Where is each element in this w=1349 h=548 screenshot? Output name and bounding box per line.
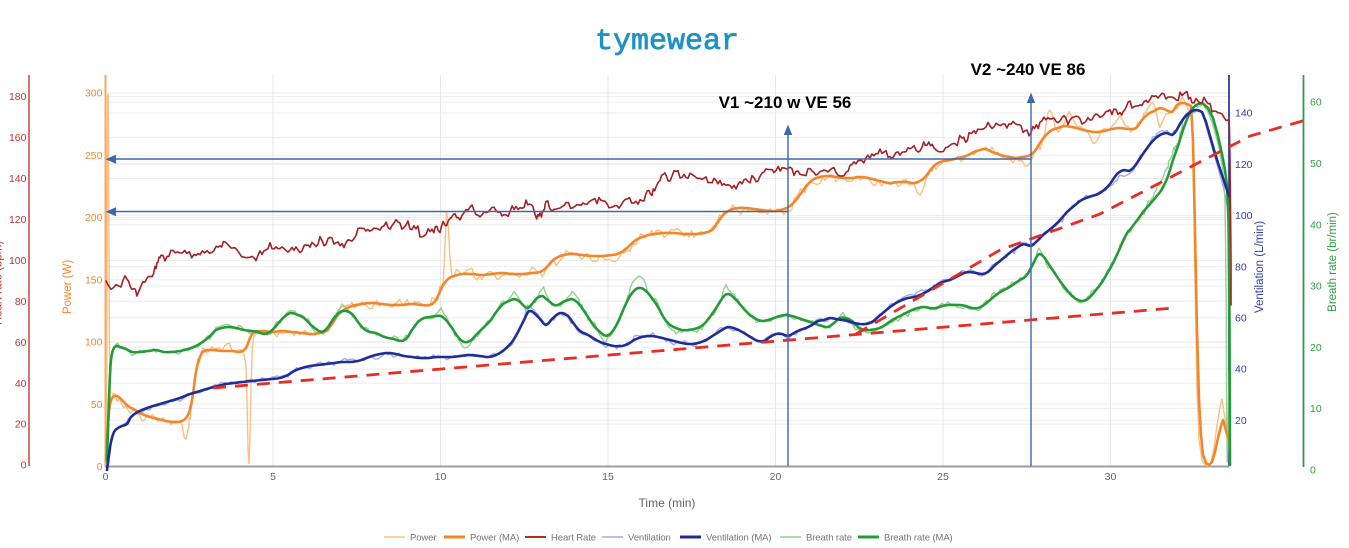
svg-text:40: 40 xyxy=(1310,219,1322,231)
svg-text:Power: Power xyxy=(410,533,436,544)
svg-text:50: 50 xyxy=(1310,158,1322,170)
svg-text:Time (min): Time (min) xyxy=(639,496,696,510)
svg-text:Ventilation (MA): Ventilation (MA) xyxy=(706,533,771,544)
svg-text:300: 300 xyxy=(85,88,103,100)
svg-text:0: 0 xyxy=(1310,465,1316,477)
svg-text:50: 50 xyxy=(91,399,103,411)
svg-text:Power (W): Power (W) xyxy=(62,260,74,314)
svg-text:20: 20 xyxy=(15,419,27,431)
svg-text:100: 100 xyxy=(1235,210,1253,222)
svg-text:60: 60 xyxy=(15,337,27,349)
svg-text:25: 25 xyxy=(937,471,949,483)
svg-text:140: 140 xyxy=(1235,108,1253,120)
svg-text:20: 20 xyxy=(1235,415,1247,427)
svg-text:Heart rate (bpm): Heart rate (bpm) xyxy=(0,241,5,326)
svg-text:tymewear: tymewear xyxy=(595,25,739,59)
svg-text:Ventilation: Ventilation xyxy=(628,533,671,544)
svg-text:30: 30 xyxy=(1310,281,1322,293)
svg-text:Breath rate: Breath rate xyxy=(806,533,852,544)
svg-text:10: 10 xyxy=(435,471,447,483)
svg-text:120: 120 xyxy=(1235,159,1253,171)
svg-text:20: 20 xyxy=(1310,342,1322,354)
svg-text:80: 80 xyxy=(1235,261,1247,273)
svg-text:0: 0 xyxy=(21,460,27,472)
svg-text:5: 5 xyxy=(270,471,276,483)
svg-text:200: 200 xyxy=(85,212,103,224)
svg-text:140: 140 xyxy=(9,173,27,185)
svg-text:0: 0 xyxy=(97,461,103,473)
svg-text:60: 60 xyxy=(1235,313,1247,325)
svg-text:80: 80 xyxy=(15,296,27,308)
svg-text:Breath rate (MA): Breath rate (MA) xyxy=(884,533,953,544)
svg-text:250: 250 xyxy=(85,150,103,162)
svg-text:0: 0 xyxy=(103,471,109,483)
svg-text:180: 180 xyxy=(9,91,27,103)
svg-text:15: 15 xyxy=(602,471,614,483)
svg-text:120: 120 xyxy=(9,214,27,226)
svg-text:Ventilation (L/min): Ventilation (L/min) xyxy=(1254,221,1266,313)
svg-text:40: 40 xyxy=(1235,364,1247,376)
svg-text:Breath rate (br/min): Breath rate (br/min) xyxy=(1327,212,1339,312)
svg-text:60: 60 xyxy=(1310,97,1322,109)
svg-text:Heart Rate: Heart Rate xyxy=(551,533,596,544)
svg-text:100: 100 xyxy=(85,337,103,349)
svg-text:10: 10 xyxy=(1310,403,1322,415)
svg-text:160: 160 xyxy=(9,132,27,144)
svg-text:V2 ~240 VE 86: V2 ~240 VE 86 xyxy=(971,60,1086,79)
svg-text:20: 20 xyxy=(770,471,782,483)
svg-text:150: 150 xyxy=(85,274,103,286)
svg-text:30: 30 xyxy=(1105,471,1117,483)
svg-text:Power (MA): Power (MA) xyxy=(470,533,519,544)
svg-text:V1 ~210 w VE 56: V1 ~210 w VE 56 xyxy=(719,93,852,112)
svg-text:100: 100 xyxy=(9,255,27,267)
svg-text:40: 40 xyxy=(15,378,27,390)
